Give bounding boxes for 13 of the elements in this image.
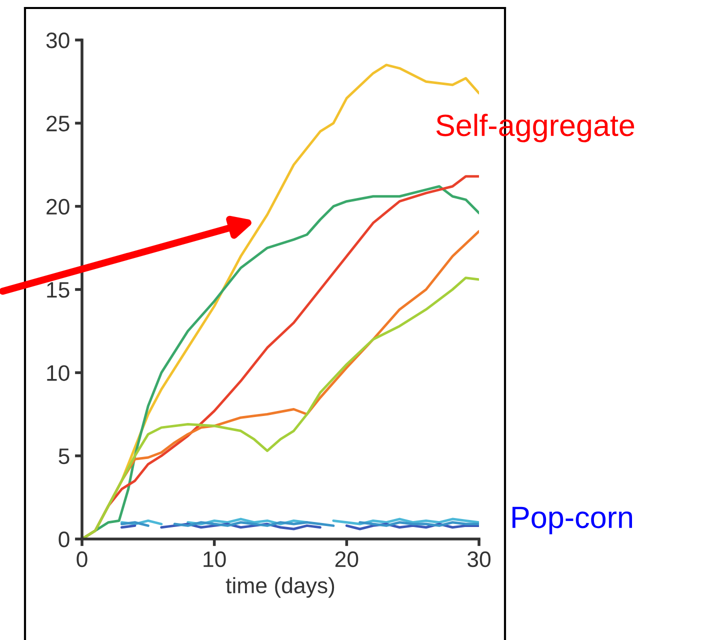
y-tick-label: 30: [46, 32, 70, 48]
y-tick-label: 5: [58, 448, 70, 464]
x-tick-label: 0: [76, 551, 88, 568]
x-tick-label: 10: [204, 551, 226, 568]
x-tick-label: 20: [335, 551, 358, 568]
y-tick-label: 0: [58, 532, 70, 548]
y-tick-label: 10: [47, 365, 70, 381]
text: Pop-corn: [512, 506, 632, 534]
y-tick-label: 20: [46, 198, 70, 215]
x-axis-title: time (days): [226, 577, 334, 598]
x-tick-label: 30: [467, 551, 490, 568]
y-tick-label: 15: [47, 282, 70, 298]
y-tick-label: 25: [46, 116, 70, 132]
